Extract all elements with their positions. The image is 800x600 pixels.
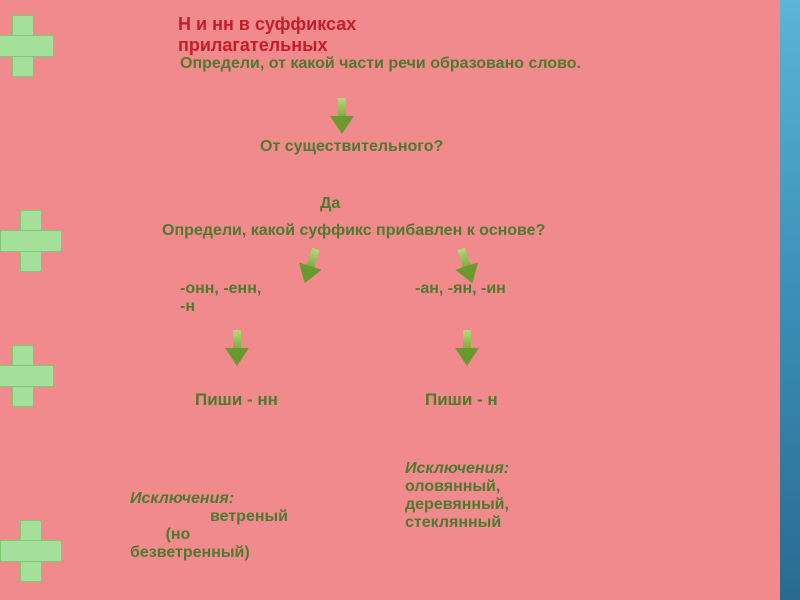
- text-exc_right_title: Исключения:: [405, 460, 555, 478]
- text-step1: Определи, от какой части речи образовано…: [180, 55, 640, 73]
- cross-icon: [0, 210, 60, 270]
- cross-icon: [0, 520, 60, 580]
- text-exc_right_body: оловянный, деревянный, стеклянный: [405, 478, 565, 532]
- arrow-down-icon: [455, 330, 479, 368]
- text-q1: От существительного?: [260, 138, 460, 156]
- text-exc_left_title: Исключения:: [130, 490, 280, 508]
- slide-background: [0, 0, 780, 600]
- cross-icon: [0, 345, 52, 405]
- arrow-down-icon: [225, 330, 249, 368]
- arrow-down-icon: [330, 98, 354, 136]
- text-right_suffix: -ан, -ян, -ин: [415, 280, 585, 298]
- text-write_nn: Пиши - нн: [195, 390, 315, 410]
- text-step2: Определи, какой суффикс прибавлен к осно…: [162, 222, 612, 240]
- text-exc_left_body: ветреный (нобезветренный): [130, 508, 390, 562]
- text-yes: Да: [320, 195, 370, 213]
- slide-title: Н и нн в суффиксах прилагательных: [178, 14, 458, 56]
- text-write_n: Пиши - н: [425, 390, 535, 410]
- cross-icon: [0, 15, 52, 75]
- slide-right-stripe: [780, 0, 800, 600]
